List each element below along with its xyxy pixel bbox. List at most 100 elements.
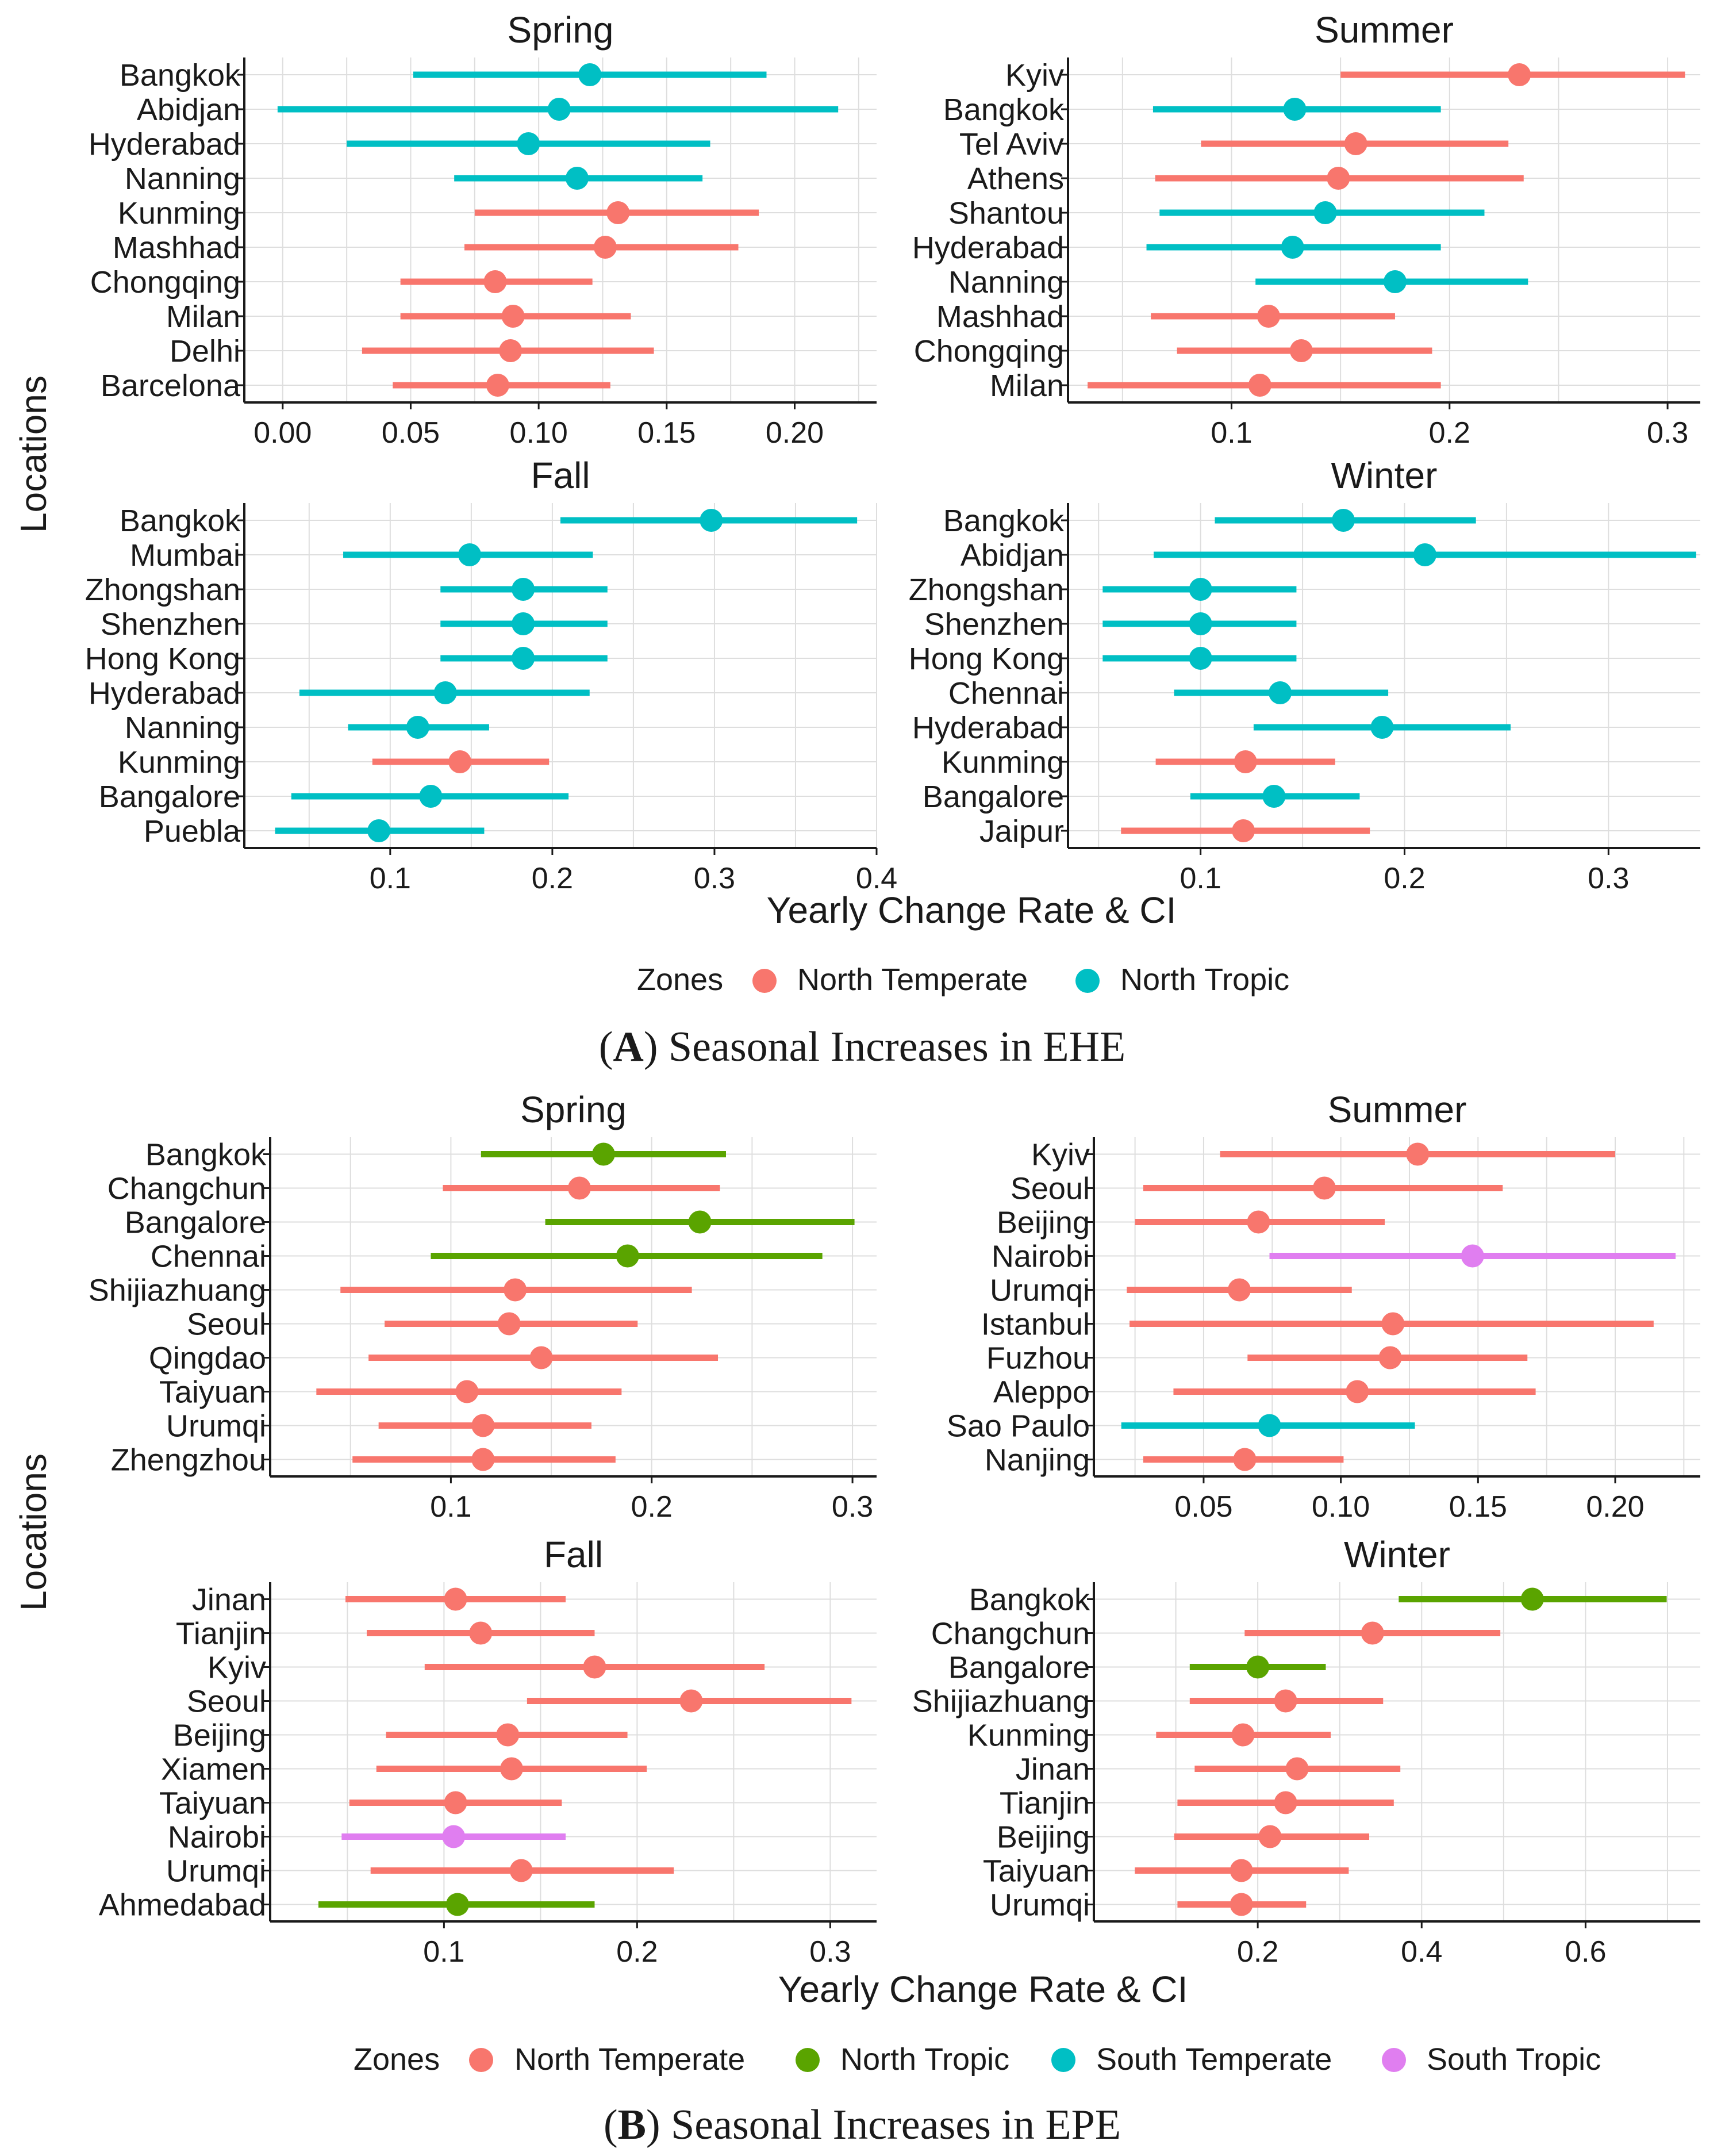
chart-7-point-bangkok [1520,1587,1544,1611]
chart-4-location-label-urumqi: Urumqi [166,1409,266,1444]
chart-0-point-hyderabad [517,132,540,155]
chart-7-point-changchun [1361,1621,1384,1645]
chart-3-point-hyderabad [1370,716,1394,739]
chart-5-point-urumqi [1228,1278,1251,1302]
legend-b-north-tropic-label: North Tropic [840,2042,1009,2077]
chart-4-point-seoul [497,1312,521,1336]
chart-2-x-tick-label: 0.4 [856,862,897,895]
chart-5-location-label-istanbul: Istanbul [981,1307,1090,1342]
chart-5-point-seoul [1312,1176,1336,1200]
chart-0-point-mashhad [593,236,617,259]
chart-5-location-label-aleppo: Aleppo [993,1375,1090,1410]
legend-a-north-tropic-label: North Tropic [1120,962,1289,997]
chart-3-point-chennai [1269,681,1292,704]
chart-2-point-nanning [406,716,429,739]
chart-6-title: Fall [544,1534,603,1575]
chart-0-x-tick-label: 0.05 [382,416,440,450]
chart-5-location-label-sao-paulo: Sao Paulo [947,1409,1090,1444]
chart-6-point-taiyuan [444,1791,467,1814]
legend-a-title: Zones [637,962,723,997]
chart-7-location-label-changchun: Changchun [931,1617,1090,1651]
chart-3-location-label-abidjan: Abidjan [961,538,1064,573]
facet-a-spring: Spring 0.00 0.05 0.10 0.15 0.20 BangkokAbidjan… [89,9,877,450]
chart-0-location-label-barcelona: Barcelona [101,369,241,403]
chart-6-location-label-jinan: Jinan [192,1583,266,1617]
chart-3-location-label-jaipur: Jaipur [979,814,1064,849]
chart-2-location-label-zhongshan: Zhongshan [85,573,240,607]
chart-7-location-label-tianjin: Tianjin [1000,1786,1090,1821]
chart-2-point-kunming [448,750,472,773]
chart-2-point-hong-kong [512,647,535,670]
chart-1-point-mashhad [1257,305,1280,328]
chart-1-location-label-milan: Milan [990,369,1064,403]
chart-1-point-bangkok [1283,98,1307,121]
chart-3-location-label-kunming: Kunming [942,745,1064,780]
chart-1-point-milan [1248,374,1271,397]
chart-5-title: Summer [1328,1089,1467,1130]
panel-b-caption: (B) Seasonal Increases in EPE [604,2101,1121,2149]
chart-2-location-label-nanning: Nanning [125,711,240,745]
chart-4-x-tick-label: 0.2 [631,1490,673,1524]
legend-a-north-tropic-key [1075,969,1100,993]
chart-0-title: Spring [508,9,614,51]
chart-7-point-bangalore [1246,1655,1270,1679]
chart-6-point-xiamen [500,1757,523,1781]
chart-4-point-taiyuan [455,1380,479,1403]
chart-0-x-tick-label: 0.10 [510,416,568,450]
chart-7-location-label-bangalore: Bangalore [948,1651,1090,1685]
chart-0-point-delhi [499,339,523,362]
chart-1-location-label-shantou: Shantou [948,196,1064,231]
chart-1-location-label-hyderabad: Hyderabad [912,231,1064,265]
chart-1-x-tick-label: 0.2 [1429,416,1470,450]
chart-2-location-label-mumbai: Mumbai [130,538,240,573]
chart-4-location-label-zhengzhou: Zhengzhou [111,1443,266,1478]
chart-4-x-tick-label: 0.1 [430,1490,471,1524]
chart-5-x-tick-label: 0.20 [1586,1490,1644,1524]
chart-2-location-label-hyderabad: Hyderabad [89,676,240,711]
chart-5-point-sao-paulo [1258,1414,1281,1437]
chart-0-location-label-mashhad: Mashhad [113,231,240,265]
chart-5-point-nairobi [1461,1244,1484,1268]
chart-4-point-qingdao [529,1346,553,1369]
chart-6-location-label-kyiv: Kyiv [208,1651,266,1685]
chart-6-x-tick-label: 0.2 [616,1935,658,1969]
panel-b-caption-text: Seasonal Increases in EPE [660,2101,1121,2149]
chart-4-location-label-seoul: Seoul [187,1307,266,1342]
chart-4-point-urumqi [471,1414,495,1437]
chart-5-point-nanjing [1233,1448,1257,1471]
chart-3-point-zhongshan [1189,578,1212,601]
chart-0-point-bangkok [578,63,602,86]
chart-6-point-kyiv [583,1655,606,1679]
chart-4-point-zhengzhou [471,1448,495,1471]
panel-b-legend: Zones North Temperate North Tropic South… [354,2042,1601,2077]
chart-0-location-label-chongqing: Chongqing [90,265,240,300]
chart-5-location-label-urumqi: Urumqi [990,1273,1090,1308]
chart-6-location-label-urumqi: Urumqi [166,1854,266,1889]
chart-0-location-label-abidjan: Abidjan [137,93,240,127]
chart-5-location-label-beijing: Beijing [997,1206,1090,1240]
chart-1-location-label-chongqing: Chongqing [914,334,1064,369]
chart-1-point-chongqing [1289,339,1313,362]
chart-6-x-tick-label: 0.1 [423,1935,464,1969]
chart-3-location-label-hong-kong: Hong Kong [909,642,1064,676]
chart-2-point-shenzhen [512,612,535,635]
chart-5-x-tick-label: 0.15 [1449,1490,1507,1524]
chart-6-location-label-tianjin: Tianjin [176,1617,266,1651]
panel-a-caption-text: Seasonal Increases in EHE [658,1023,1126,1071]
chart-2-point-mumbai [458,543,482,566]
chart-0-location-label-delhi: Delhi [170,334,240,369]
chart-5-point-beijing [1247,1210,1270,1234]
chart-1-location-label-bangkok: Bangkok [943,93,1065,127]
chart-2-point-puebla [367,819,391,842]
legend-b-south-temperate-key [1051,2048,1075,2072]
chart-7-point-jinan [1285,1757,1309,1781]
chart-5-point-aleppo [1346,1380,1369,1403]
chart-3-x-tick-label: 0.2 [1384,862,1425,895]
chart-4-location-label-qingdao: Qingdao [149,1341,266,1376]
panel-b-caption-letter: B [618,2101,646,2149]
chart-7-location-label-bangkok: Bangkok [969,1583,1090,1617]
chart-0-location-label-nanning: Nanning [125,162,240,196]
chart-5-point-istanbul [1381,1312,1405,1336]
chart-7-point-tianjin [1274,1791,1297,1814]
